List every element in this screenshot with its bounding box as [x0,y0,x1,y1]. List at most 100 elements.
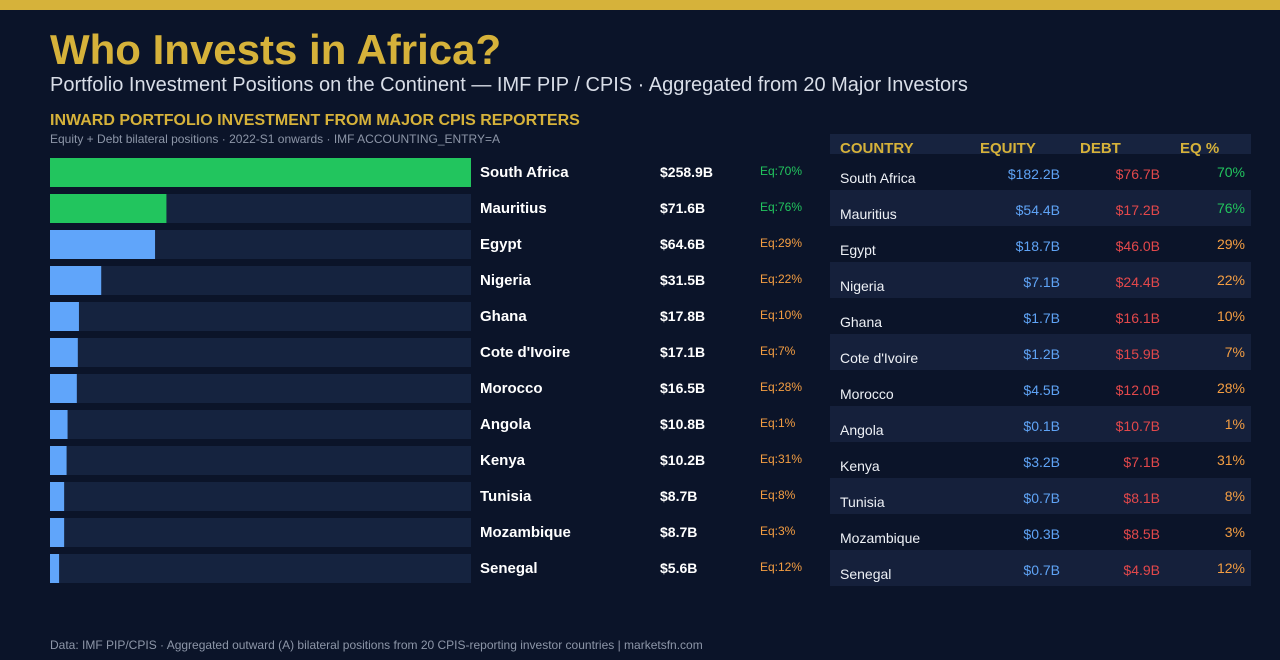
cell-country: Mozambique [840,530,921,546]
table-row: Senegal $0.7B $4.9B 12% [830,550,1251,586]
cell-equity: $0.7B [1023,490,1060,506]
cell-country: Cote d'Ivoire [840,350,919,366]
cell-debt: $15.9B [1115,346,1160,362]
table-row: Morocco $4.5B $12.0B 28% [830,370,1251,406]
equity-share-label: Eq:70% [760,164,802,178]
value-label: $71.6B [660,200,705,216]
equity-share-label: Eq:29% [760,236,802,250]
cell-eq-pct: 8% [1224,488,1245,504]
cell-eq-pct: 29% [1216,236,1245,252]
cell-country: Egypt [840,242,876,258]
cell-country: South Africa [840,170,916,186]
category-label: Morocco [480,380,543,397]
value-label: $8.7B [660,488,697,504]
category-label: Nigeria [480,272,532,289]
equity-share-label: Eq:76% [760,200,802,214]
bar-track [50,338,471,367]
section-title: INWARD PORTFOLIO INVESTMENT FROM MAJOR C… [50,112,580,129]
cell-equity: $1.2B [1023,346,1060,362]
cell-country: Morocco [840,386,894,402]
column-header-eq-pct: EQ % [1180,140,1220,157]
category-label: Kenya [480,452,526,469]
bar-track [50,374,471,403]
table-row: South Africa $182.2B $76.7B 70% [830,154,1251,190]
bar [50,194,167,223]
cell-eq-pct: 28% [1216,380,1245,396]
equity-share-label: Eq:8% [760,488,796,502]
cell-debt: $12.0B [1115,382,1160,398]
cell-eq-pct: 3% [1224,524,1245,540]
page-subtitle: Portfolio Investment Positions on the Co… [50,74,968,96]
bar [50,338,78,367]
cell-equity: $7.1B [1023,274,1060,290]
table-row: Angola $0.1B $10.7B 1% [830,406,1251,442]
cell-eq-pct: 22% [1216,272,1245,288]
equity-share-label: Eq:7% [760,344,796,358]
bar [50,554,60,583]
cell-debt: $8.5B [1123,526,1160,542]
cell-debt: $24.4B [1115,274,1160,290]
cell-country: Tunisia [840,494,885,510]
value-label: $31.5B [660,272,705,288]
bar [50,230,156,259]
category-label: Egypt [480,236,522,253]
cell-debt: $7.1B [1123,454,1160,470]
cell-equity: $1.7B [1023,310,1060,326]
cell-equity: $0.3B [1023,526,1060,542]
table-row: Nigeria $7.1B $24.4B 22% [830,262,1251,298]
cell-debt: $16.1B [1115,310,1160,326]
cell-equity: $182.2B [1007,166,1060,182]
cell-eq-pct: 1% [1224,416,1245,432]
bar [50,302,79,331]
table-body: South Africa $182.2B $76.7B 70% Mauritius $54… [830,154,1251,586]
cell-equity: $4.5B [1023,382,1060,398]
category-label: Senegal [480,560,538,577]
bar [50,446,67,475]
bar [50,518,65,547]
value-label: $17.1B [660,344,705,360]
table-row: Tunisia $0.7B $8.1B 8% [830,478,1251,514]
footer-source: Data: IMF PIP/CPIS · Aggregated outward … [50,638,703,652]
page-title: Who Invests in Africa? [50,26,502,73]
category-label: Ghana [480,308,527,325]
bar [50,374,77,403]
cell-eq-pct: 76% [1216,200,1245,216]
table-row: Kenya $3.2B $7.1B 31% [830,442,1251,478]
bar [50,410,68,439]
value-label: $10.8B [660,416,705,432]
column-header-country: COUNTRY [840,140,914,157]
equity-share-label: Eq:3% [760,524,796,538]
category-label: Cote d'Ivoire [480,344,570,361]
bar-track [50,482,471,511]
cell-country: Nigeria [840,278,885,294]
value-label: $17.8B [660,308,705,324]
section-note: Equity + Debt bilateral positions · 2022… [50,132,500,146]
cell-eq-pct: 10% [1216,308,1245,324]
equity-share-label: Eq:31% [760,452,802,466]
cell-equity: $3.2B [1023,454,1060,470]
cell-country: Mauritius [840,206,897,222]
cell-equity: $0.7B [1023,562,1060,578]
table-row: Cote d'Ivoire $1.2B $15.9B 7% [830,334,1251,370]
cell-eq-pct: 70% [1216,164,1245,180]
cell-equity: $0.1B [1023,418,1060,434]
bar-track [50,554,471,583]
equity-share-label: Eq:28% [760,380,802,394]
cell-debt: $4.9B [1123,562,1160,578]
cell-country: Angola [840,422,884,438]
cell-equity: $54.4B [1015,202,1060,218]
equity-share-label: Eq:22% [760,272,802,286]
value-label: $8.7B [660,524,697,540]
equity-share-label: Eq:10% [760,308,802,322]
bar-track [50,518,471,547]
bar-track [50,410,471,439]
value-label: $10.2B [660,452,705,468]
category-label: Angola [480,416,531,433]
cell-eq-pct: 12% [1216,560,1245,576]
cell-country: Ghana [840,314,883,330]
cell-debt: $17.2B [1115,202,1160,218]
cell-debt: $8.1B [1123,490,1160,506]
cell-debt: $10.7B [1115,418,1160,434]
cell-eq-pct: 31% [1216,452,1245,468]
